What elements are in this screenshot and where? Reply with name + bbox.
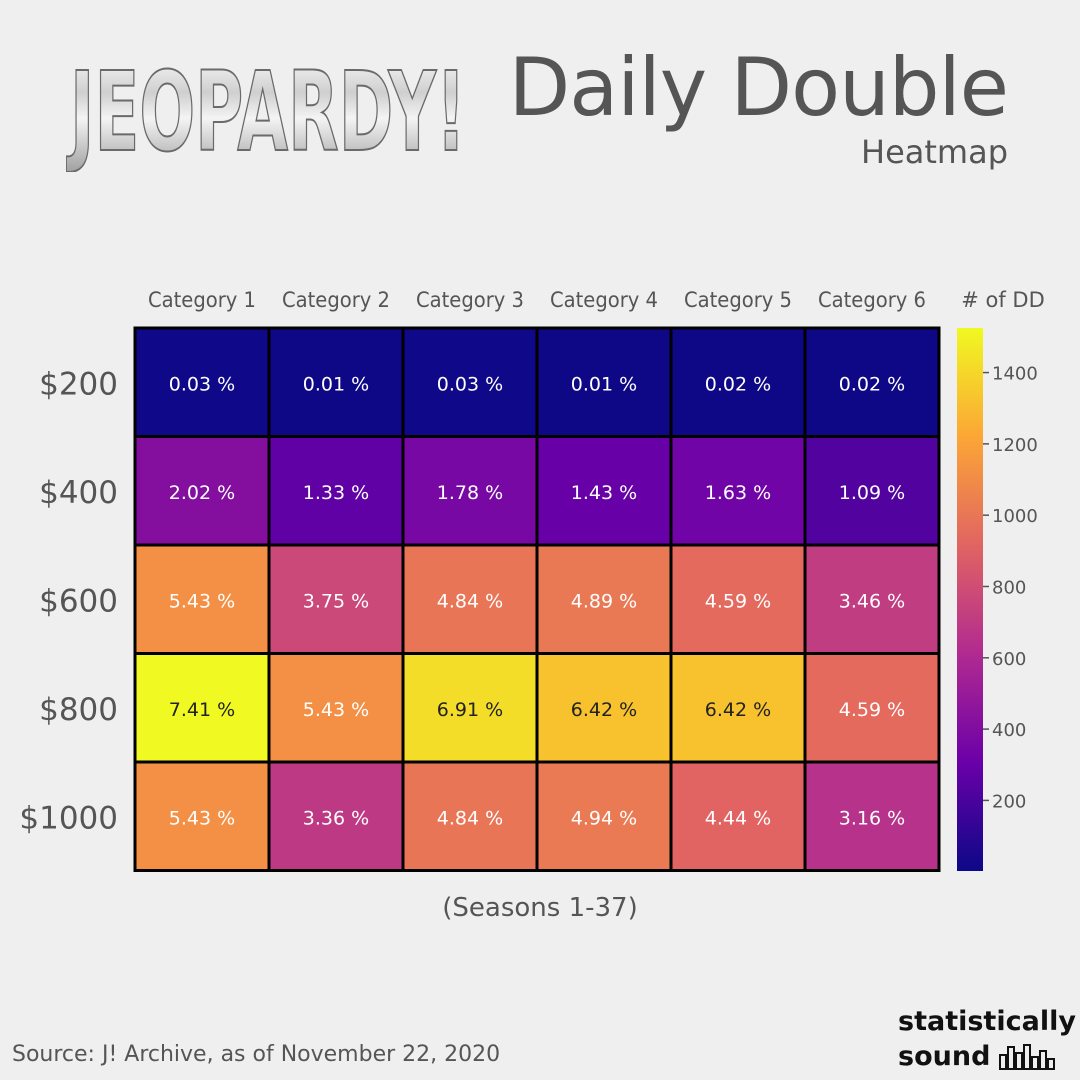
row-label: $1000 [19,800,118,836]
brand-logo: statistically sound [898,1004,1076,1074]
row-label: $800 [39,692,118,728]
heatmap-cell [133,760,271,872]
colorbar-title: # of DD [961,288,1045,312]
heatmap-cell [669,652,807,764]
heatmap-cell [669,326,807,438]
heatmap-cell [535,543,673,655]
column-label: Category 6 [818,288,926,312]
cell-value-label: 4.94 % [571,807,637,829]
colorbar-tick-label: 600 [992,649,1026,670]
heatmap-cell [669,435,807,547]
cell-value-label: 4.84 % [437,807,503,829]
colorbar-tick-label: 1200 [992,435,1038,456]
cell-value-label: 0.01 % [571,373,637,395]
heatmap-cell [401,652,539,764]
row-label: $200 [39,366,118,402]
cell-value-label: 6.91 % [437,699,503,721]
column-label: Category 5 [684,288,792,312]
cell-value-label: 1.33 % [303,482,369,504]
heatmap-cell [267,652,405,764]
cell-value-label: 0.02 % [705,373,771,395]
column-label: Category 2 [282,288,390,312]
heatmap-cell [401,760,539,872]
cell-value-label: 0.01 % [303,373,369,395]
cell-value-label: 4.59 % [839,699,905,721]
cell-value-label: 3.36 % [303,807,369,829]
cell-value-label: 4.44 % [705,807,771,829]
heatmap-cell [401,543,539,655]
cell-value-label: 1.43 % [571,482,637,504]
row-label: $400 [39,475,118,511]
cell-value-label: 1.78 % [437,482,503,504]
cell-value-label: 3.75 % [303,590,369,612]
seasons-note: (Seasons 1-37) [442,893,638,923]
heatmap-cell [401,326,539,438]
column-label: Category 3 [416,288,524,312]
cell-value-label: 1.09 % [839,482,905,504]
cell-value-label: 1.63 % [705,482,771,504]
cell-value-label: 0.03 % [169,373,235,395]
cell-value-label: 6.42 % [705,699,771,721]
cell-value-label: 7.41 % [169,699,235,721]
column-label: Category 4 [550,288,658,312]
cell-value-label: 5.43 % [303,699,369,721]
row-label: $600 [39,583,118,619]
heatmap-cell [133,326,271,438]
colorbar [957,328,983,871]
colorbar-tick-label: 400 [992,720,1026,741]
cell-value-label: 0.02 % [839,373,905,395]
cell-value-label: 0.03 % [437,373,503,395]
logo-text: JEOPARDY! [66,48,466,172]
cell-value-label: 4.89 % [571,590,637,612]
bar-chart-icon [999,1043,1056,1070]
brand-line2: sound [898,1041,991,1072]
heatmap-cell [803,543,941,655]
cell-value-label: 3.46 % [839,590,905,612]
cell-value-label: 3.16 % [839,807,905,829]
brand-line1: statistically [898,1006,1076,1037]
cell-value-label: 6.42 % [571,699,637,721]
cell-value-label: 2.02 % [169,482,235,504]
heatmap-cell [803,326,941,438]
colorbar-tick-label: 800 [992,577,1026,598]
cell-value-label: 4.84 % [437,590,503,612]
column-label: Category 1 [148,288,256,312]
heatmap-cell [803,435,941,547]
heatmap-cell [803,760,941,872]
cell-value-label: 5.43 % [169,590,235,612]
jeopardy-logo: JEOPARDY! [66,47,467,172]
colorbar-tick-label: 1000 [992,506,1038,527]
heatmap-cell [669,760,807,872]
colorbar-tick-label: 1400 [992,364,1038,385]
source-note: Source: J! Archive, as of November 22, 2… [12,1042,501,1067]
heatmap-cell [669,543,807,655]
chart-title: Daily Double [508,41,1009,134]
cell-value-label: 5.43 % [169,807,235,829]
heatmap-cell [267,760,405,872]
colorbar-tick-label: 200 [992,791,1026,812]
cell-value-label: 4.59 % [705,590,771,612]
chart-subtitle: Heatmap [861,133,1008,171]
heatmap-cell [803,652,941,764]
